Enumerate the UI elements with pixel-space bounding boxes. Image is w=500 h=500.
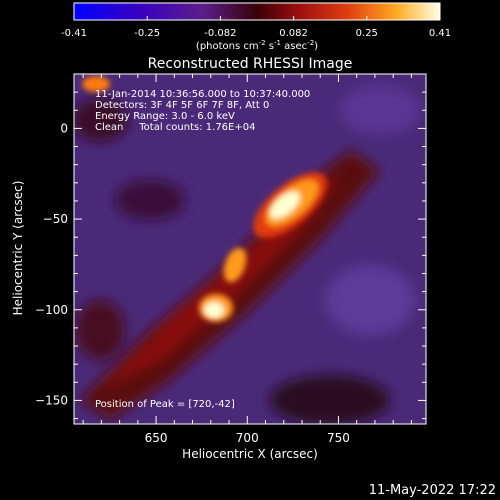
colorbar-tick-label: -0.41 (61, 28, 87, 39)
colorbar-tick-label: 0.082 (279, 28, 308, 39)
x-tick-label: 700 (236, 431, 259, 445)
plot-image (74, 74, 426, 424)
annotation-peak-position: Position of Peak = [720,-42] (95, 399, 235, 410)
colorbar-gradient (73, 2, 441, 21)
x-tick-label: 750 (327, 431, 350, 445)
annotation-time-range: 11-Jan-2014 10:36:56.000 to 10:37:40.000 (95, 89, 310, 100)
annotation-detectors: Detectors: 3F 4F 5F 6F 7F 8F, Att 0 (95, 100, 269, 111)
x-tick-label: 650 (145, 431, 168, 445)
y-axis-label: Heliocentric Y (arcsec) (11, 181, 25, 316)
colorbar-tick-label: 0.25 (356, 28, 378, 39)
plot-frame (73, 73, 427, 425)
annotation-energy-range: Energy Range: 3.0 - 6.0 keV (95, 111, 235, 122)
chart-title: Reconstructed RHESSI Image (148, 56, 353, 72)
footer-date: 11-May-2022 17:22 (369, 483, 496, 498)
annotation-block: 11-Jan-2014 10:36:56.000 to 10:37:40.000… (95, 89, 310, 410)
colorbar: -0.41 -0.25 -0.082 0.082 0.25 0.41 (photons c… (61, 2, 451, 52)
y-tick-label: 0 (60, 121, 68, 135)
y-tick-label: −150 (35, 393, 68, 407)
colorbar-tick-label: -0.25 (134, 28, 160, 39)
annotation-clean-counts: Clean Total counts: 1.76E+04 (95, 122, 255, 133)
colorbar-tick-label: 0.41 (429, 28, 451, 39)
colorbar-units: (photons cm-2 s-1 asec-2) (196, 39, 318, 52)
colorbar-ticks: -0.41 -0.25 -0.082 0.082 0.25 0.41 (61, 16, 451, 39)
y-tick-label: −100 (35, 303, 68, 317)
colorbar-tick-label: -0.082 (204, 28, 236, 39)
axes: 650 700 750 0 −50 −100 −150 (35, 74, 426, 445)
x-axis-label: Heliocentric X (arcsec) (182, 447, 318, 461)
y-tick-label: −50 (43, 212, 68, 226)
